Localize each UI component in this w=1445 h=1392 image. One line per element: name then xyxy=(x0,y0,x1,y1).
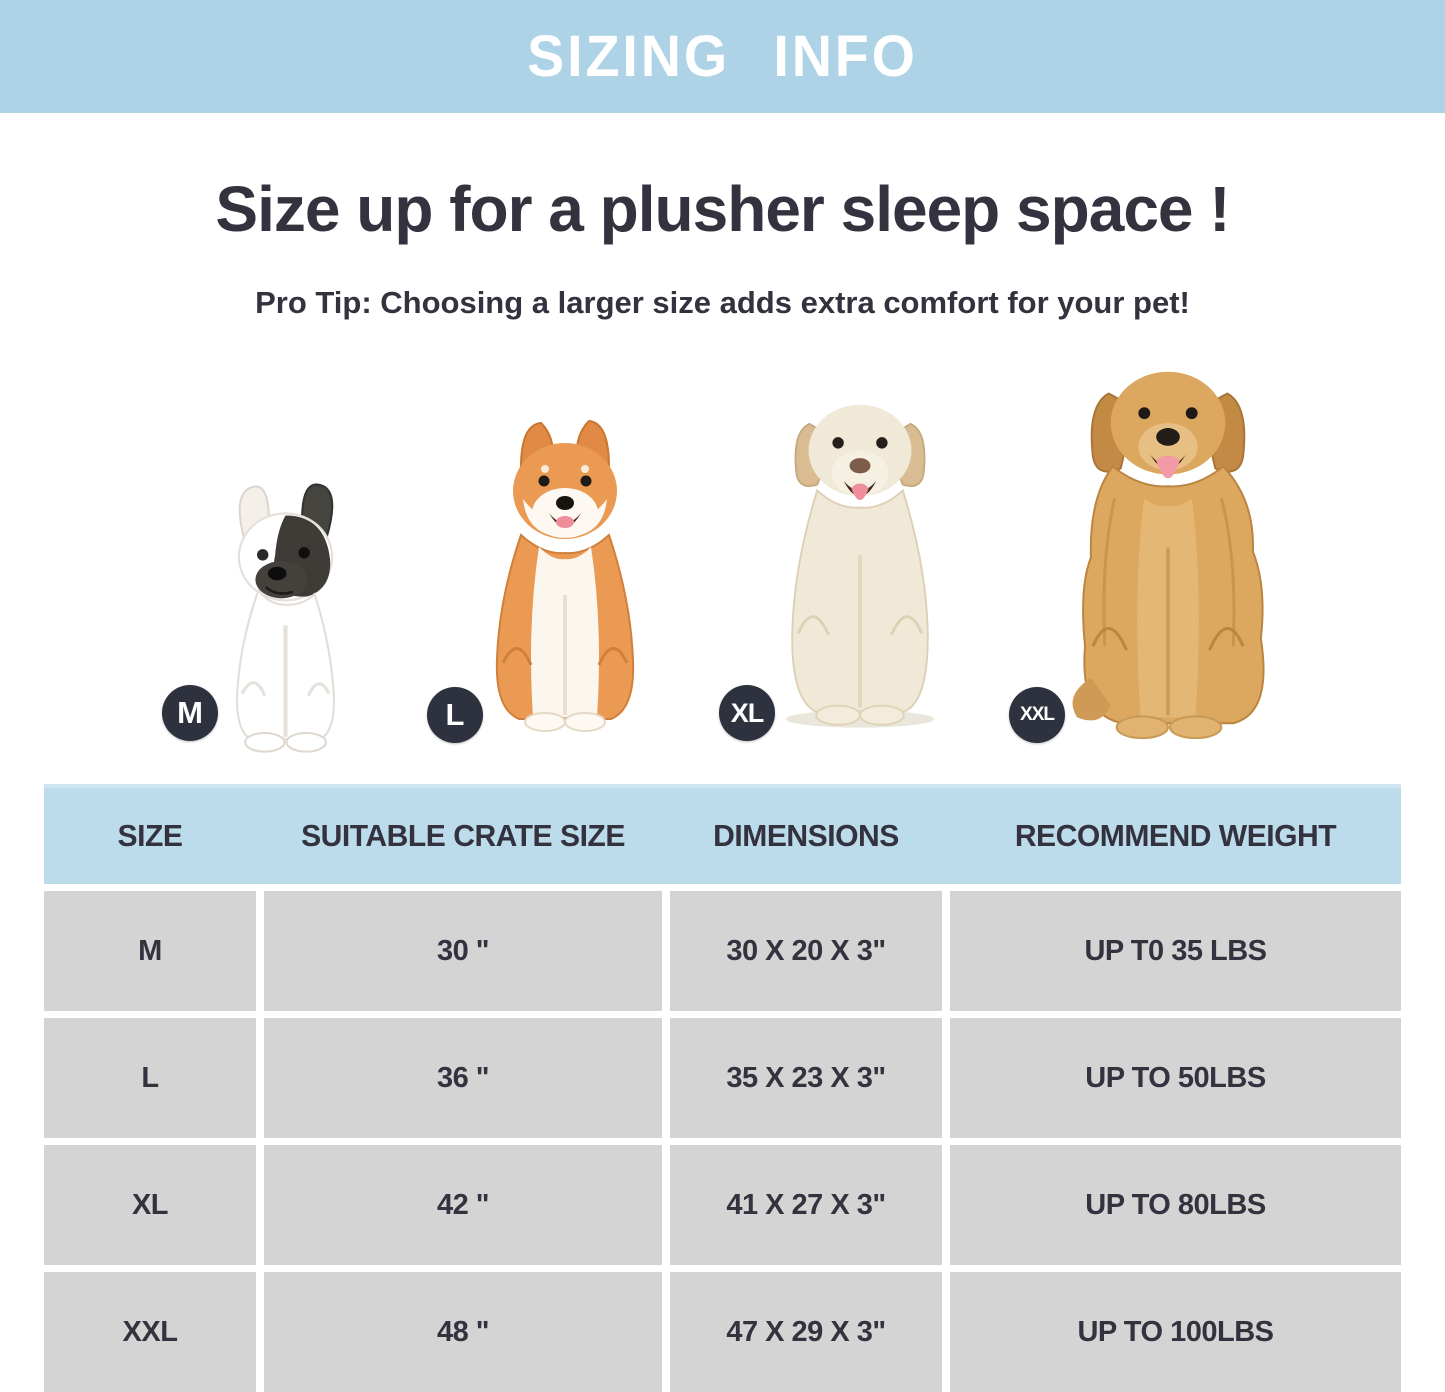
labrador-illustration xyxy=(785,404,935,728)
golden-retriever-illustration xyxy=(1072,371,1265,740)
size-badge-xl: XL xyxy=(719,685,775,741)
size-table: SIZE SUITABLE CRATE SIZE DIMENSIONS RECO… xyxy=(44,784,1401,1392)
column-header-weight: RECOMMEND WEIGHT xyxy=(1014,818,1337,853)
cell-crate-xl: 42 " xyxy=(264,1145,662,1265)
shiba-inu-illustration xyxy=(495,419,635,732)
sizing-info-banner: SIZING INFO xyxy=(0,0,1445,113)
banner-title: SIZING INFO xyxy=(527,24,918,89)
golden-retriever-image xyxy=(1048,350,1288,745)
pro-tip-text: Pro Tip: Choosing a larger size adds ext… xyxy=(255,285,1190,320)
cell-weight-xxl: UP TO 100LBS xyxy=(950,1272,1401,1392)
cell-dimensions-l: 35 X 23 X 3" xyxy=(670,1018,942,1138)
cell-weight-m: UP T0 35 LBS xyxy=(950,891,1401,1011)
column-header-size: SIZE xyxy=(117,818,183,853)
cell-dimensions-xl: 41 X 27 X 3" xyxy=(670,1145,942,1265)
cell-dimensions-m: 30 X 20 X 3" xyxy=(670,891,942,1011)
cell-crate-m: 30 " xyxy=(264,891,662,1011)
size-badge-l: L xyxy=(427,687,483,743)
labrador-image xyxy=(760,375,960,745)
cell-size-m: M xyxy=(44,891,256,1011)
french-bulldog-image xyxy=(213,480,358,755)
size-badge-m: M xyxy=(162,685,218,741)
column-header-dimensions: DIMENSIONS xyxy=(713,818,899,853)
page-heading: Size up for a plusher sleep space ! xyxy=(215,173,1230,245)
cell-weight-l: UP TO 50LBS xyxy=(950,1018,1401,1138)
cell-weight-xl: UP TO 80LBS xyxy=(950,1145,1401,1265)
cell-size-xl: XL xyxy=(44,1145,256,1265)
french-bulldog-illustration xyxy=(236,483,335,753)
cell-size-xxl: XXL xyxy=(44,1272,256,1392)
cell-crate-xxl: 48 " xyxy=(264,1272,662,1392)
cell-crate-l: 36 " xyxy=(264,1018,662,1138)
cell-dimensions-xxl: 47 X 29 X 3" xyxy=(670,1272,942,1392)
size-table-header-row: SIZE SUITABLE CRATE SIZE DIMENSIONS RECO… xyxy=(44,784,1401,884)
cell-size-l: L xyxy=(44,1018,256,1138)
dog-size-comparison: M L XL XXL xyxy=(0,340,1445,780)
size-badge-xxl: XXL xyxy=(1009,687,1065,743)
shiba-inu-image xyxy=(465,415,665,745)
column-header-crate: SUITABLE CRATE SIZE xyxy=(301,818,625,853)
